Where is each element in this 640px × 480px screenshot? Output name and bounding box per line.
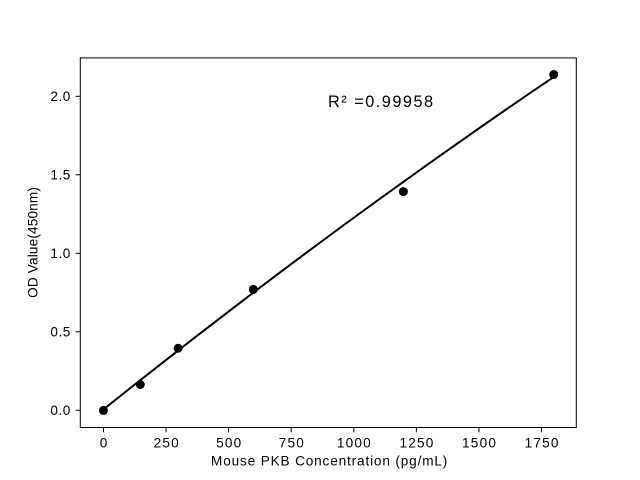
svg-text:R² =0.99958: R² =0.99958 bbox=[328, 93, 435, 111]
svg-text:1500: 1500 bbox=[462, 435, 497, 450]
svg-text:750: 750 bbox=[279, 435, 305, 450]
svg-text:1250: 1250 bbox=[399, 435, 434, 450]
svg-text:2.0: 2.0 bbox=[50, 89, 70, 104]
svg-text:250: 250 bbox=[154, 435, 180, 450]
svg-text:500: 500 bbox=[216, 435, 242, 450]
svg-text:1750: 1750 bbox=[525, 435, 560, 450]
svg-text:Mouse PKB Concentration (pg/mL: Mouse PKB Concentration (pg/mL) bbox=[211, 453, 448, 468]
svg-text:1000: 1000 bbox=[337, 435, 372, 450]
svg-text:0.5: 0.5 bbox=[50, 325, 70, 340]
svg-text:0: 0 bbox=[100, 435, 109, 450]
svg-text:1.0: 1.0 bbox=[50, 246, 70, 261]
svg-text:0.0: 0.0 bbox=[50, 403, 70, 418]
svg-text:OD Value(450nm): OD Value(450nm) bbox=[26, 187, 41, 298]
svg-text:1.5: 1.5 bbox=[50, 168, 70, 183]
